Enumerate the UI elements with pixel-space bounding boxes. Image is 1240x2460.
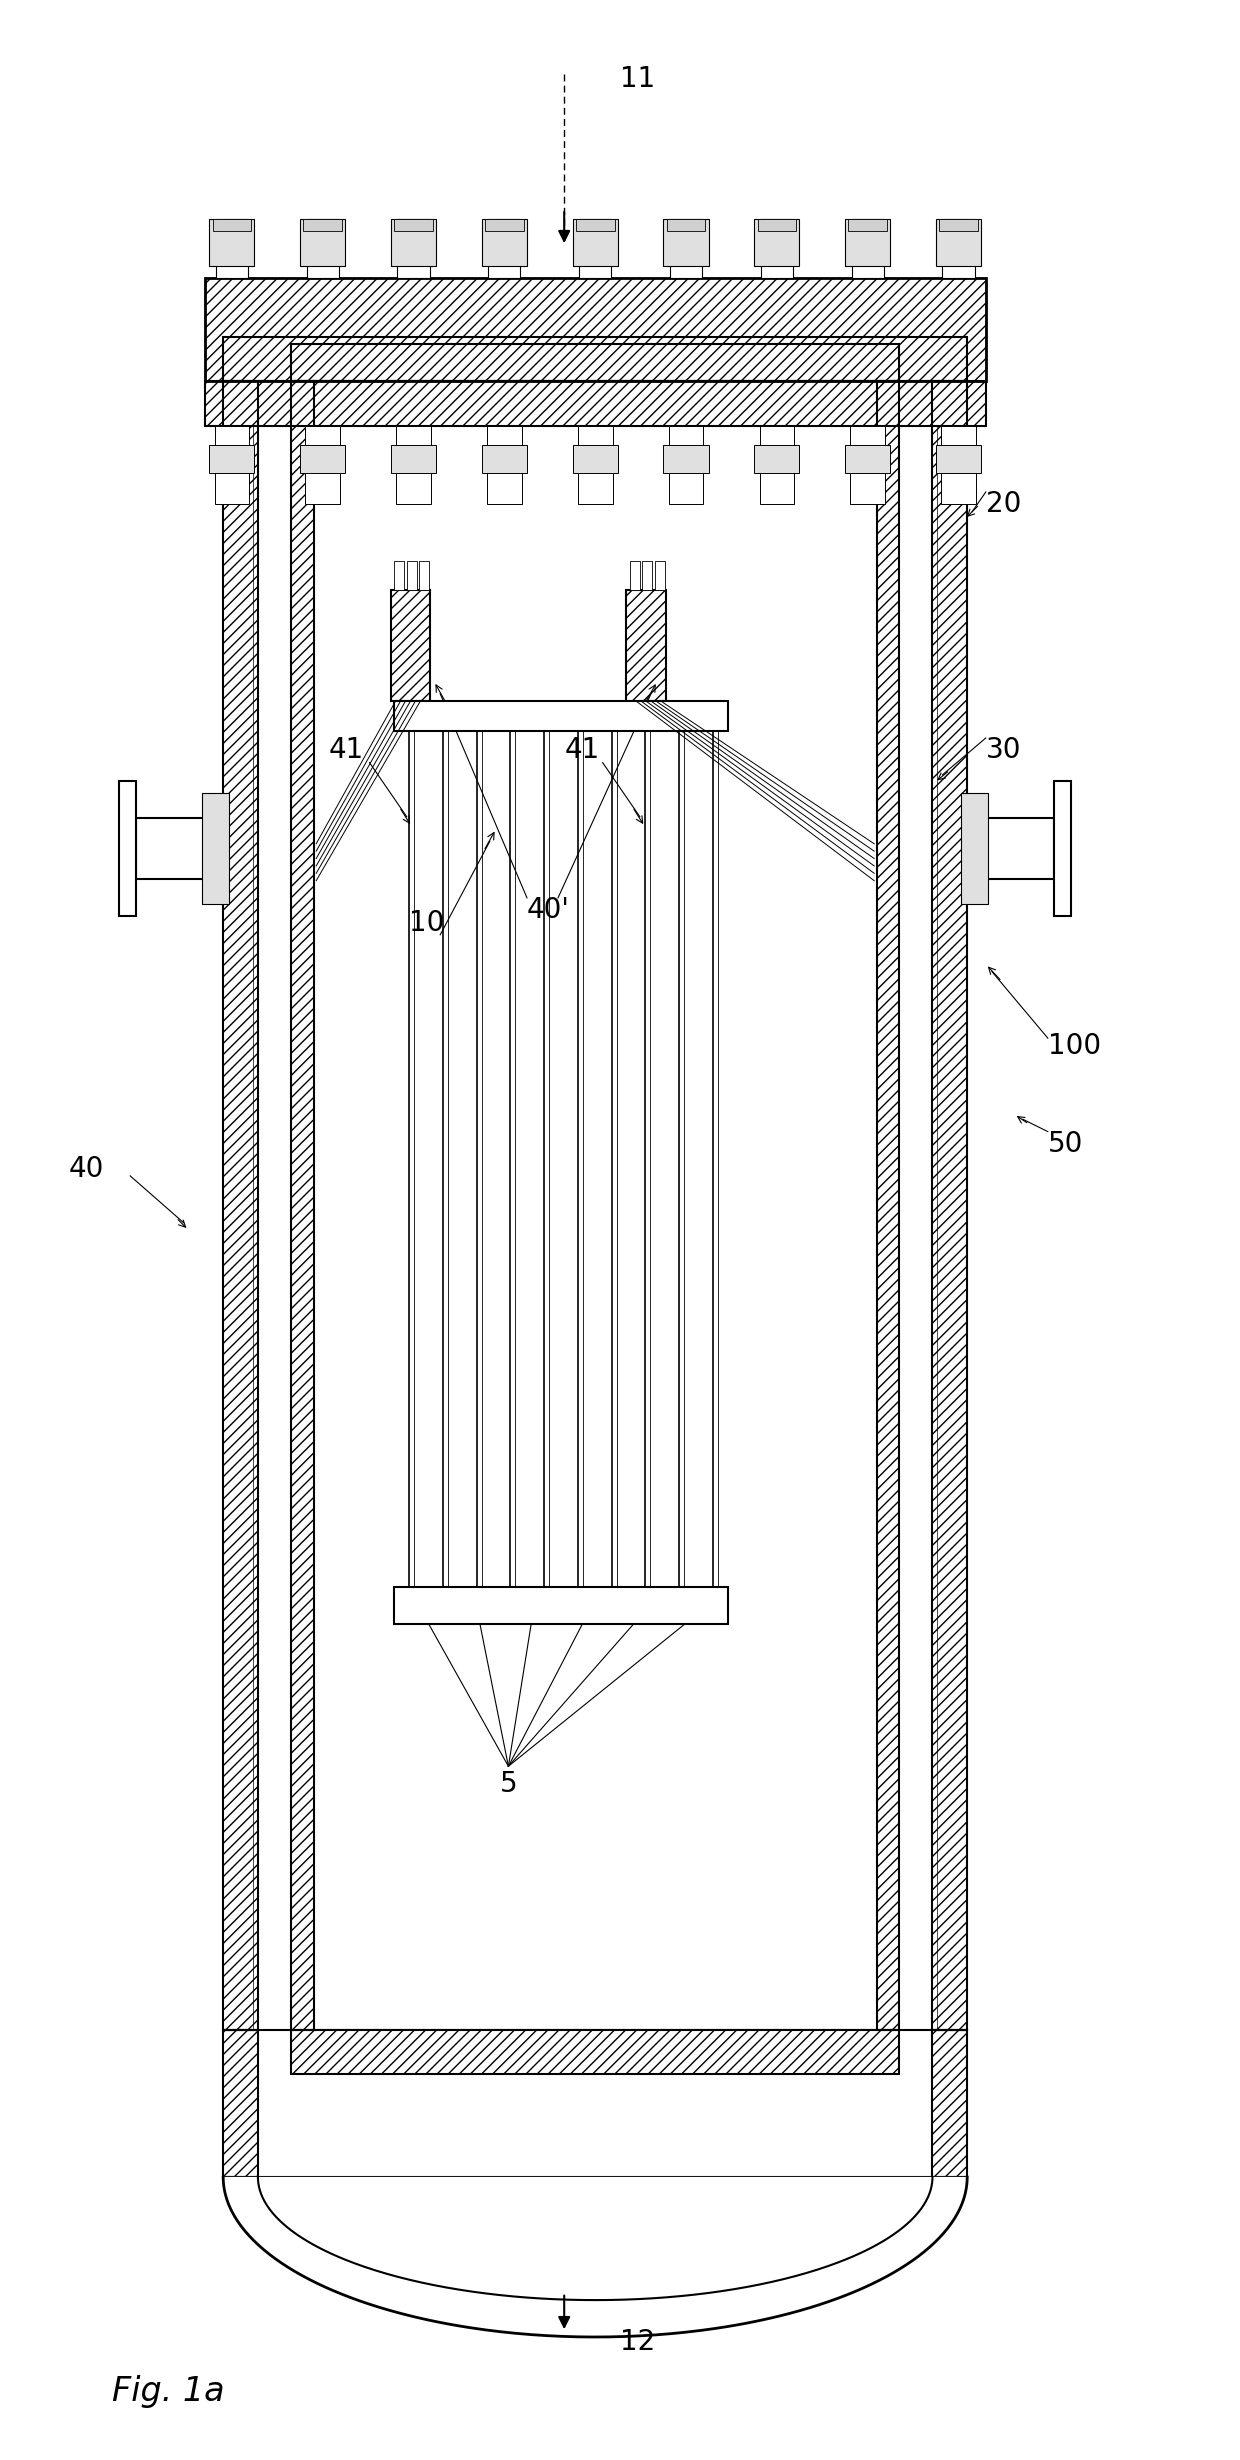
Bar [1054,782,1071,918]
Bar [136,817,223,881]
Bar [761,219,794,278]
Bar [305,426,340,504]
Bar [663,445,708,472]
Bar [941,426,976,504]
Bar [759,426,795,504]
Bar [489,219,521,278]
Text: 100: 100 [1048,1031,1101,1060]
Bar [573,219,618,266]
Text: 41: 41 [564,736,599,765]
Bar [575,219,615,231]
Bar [482,445,527,472]
Bar [626,590,666,701]
Bar [936,219,981,266]
Bar [758,219,796,231]
Text: 30: 30 [986,736,1022,765]
Bar [215,426,249,504]
Bar [846,445,890,472]
Bar [932,381,967,2029]
Bar [210,445,254,472]
Bar [668,426,703,504]
Bar [223,2030,258,2177]
Bar [202,792,229,905]
Bar [667,219,706,231]
Text: 10: 10 [409,908,445,937]
Bar [397,426,432,504]
Text: 40: 40 [68,1154,104,1183]
Text: 11: 11 [620,64,655,93]
Bar [391,590,430,701]
Bar [852,219,884,278]
Bar [851,426,885,504]
Bar [670,219,702,278]
Bar [391,219,436,266]
Bar [391,445,436,472]
Bar [419,561,429,590]
Bar [205,381,986,426]
Bar [932,2030,967,2177]
Bar [630,561,640,590]
Bar [300,445,345,472]
Bar [846,219,890,266]
Text: 12: 12 [620,2327,655,2357]
Bar [210,219,254,266]
Bar [626,590,666,701]
Bar [877,381,899,2029]
Bar [205,381,986,426]
Bar [936,445,981,472]
Bar [212,219,252,231]
Bar [877,381,899,2029]
Bar [223,381,258,2029]
Bar [205,278,986,381]
Bar [663,219,708,266]
Bar [291,2030,899,2074]
Bar [961,792,988,905]
Bar [848,219,887,231]
Bar [967,817,1054,881]
Bar [306,219,339,278]
Bar [407,561,417,590]
Bar [291,381,314,2029]
Bar [291,344,899,381]
Bar [216,219,248,278]
Text: 40': 40' [527,895,570,925]
Text: 41: 41 [329,736,363,765]
Bar [394,219,433,231]
Bar [573,445,618,472]
Bar [304,219,342,231]
Bar [939,219,978,231]
Bar [754,219,800,266]
Bar [223,337,967,381]
Text: 5: 5 [500,1769,517,1798]
Bar [932,381,967,2029]
Bar [482,219,527,266]
Bar [487,426,522,504]
Bar [291,2030,899,2074]
Bar [394,561,404,590]
Bar [119,782,136,918]
Bar [291,344,899,381]
Bar [223,2030,258,2177]
Bar [291,381,314,2029]
Bar [655,561,665,590]
Bar [223,381,258,2029]
Bar [754,445,800,472]
Bar [223,337,967,381]
Bar [205,278,986,381]
Text: Fig. 1a: Fig. 1a [112,2374,224,2408]
Bar [397,219,430,278]
Bar [394,1587,728,1624]
Bar [394,701,728,731]
Bar [579,219,611,278]
Text: 20: 20 [986,490,1022,519]
Bar [642,561,652,590]
Bar [391,590,430,701]
Bar [485,219,523,231]
Text: 50: 50 [1048,1129,1084,1159]
Bar [932,2030,967,2177]
Bar [300,219,345,266]
Bar [942,219,975,278]
Bar [578,426,613,504]
